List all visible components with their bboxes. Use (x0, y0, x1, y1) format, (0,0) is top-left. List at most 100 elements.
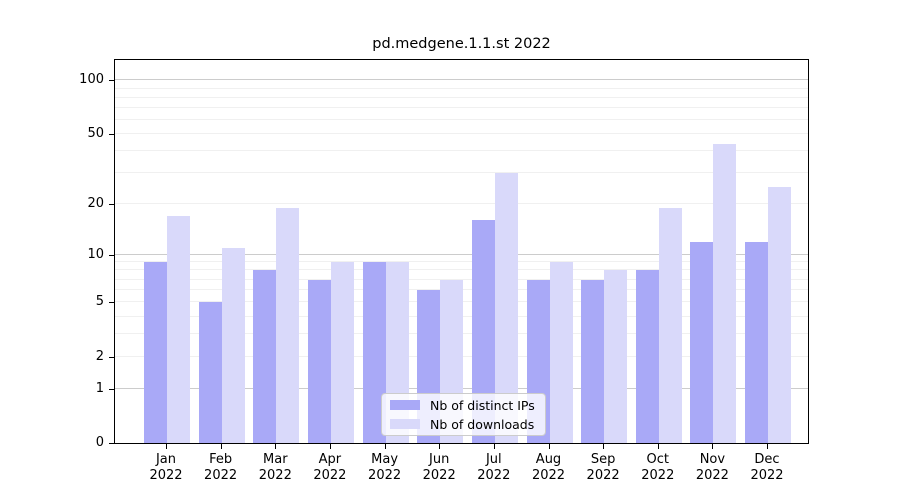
x-tick-label-dec: Dec 2022 (735, 452, 799, 484)
gridline-minor (115, 172, 808, 174)
y-tick-label-2: 2 (95, 348, 104, 364)
gridline-minor (115, 96, 808, 98)
x-tick-mark (603, 444, 605, 449)
legend-swatch-distinct-ips (390, 400, 420, 410)
bar-distinct-ips-sep (581, 279, 605, 443)
x-tick-label-mar: Mar 2022 (243, 452, 307, 484)
x-tick-label-jan: Jan 2022 (134, 452, 198, 484)
bar-downloads-dec (768, 187, 791, 443)
bar-downloads-jan (167, 215, 190, 443)
x-tick-mark (275, 444, 277, 449)
chart-title: pd.medgene.1.1.st 2022 (372, 36, 551, 52)
x-tick-mark (767, 444, 768, 449)
bar-downloads-sep (604, 270, 628, 443)
bar-downloads-aug (549, 262, 573, 443)
x-tick-month: Sep (590, 452, 616, 467)
x-tick-month: Feb (209, 452, 233, 467)
gridline-minor (115, 87, 808, 89)
bar-downloads-apr (330, 262, 354, 443)
x-tick-label-aug: Aug 2022 (517, 452, 581, 484)
bar-downloads-jul (494, 173, 518, 443)
x-tick-month: Apr (318, 452, 342, 467)
x-tick-mark (166, 444, 167, 449)
legend-swatch-downloads (390, 419, 420, 429)
y-tick-label-20: 20 (87, 195, 104, 211)
y-tick-mark (109, 80, 114, 82)
bar-distinct-ips-oct (635, 270, 659, 443)
bar-distinct-ips-feb (198, 302, 222, 443)
y-tick-label-0: 0 (95, 435, 104, 450)
gridline-minor (115, 278, 808, 280)
x-tick-month: Aug (535, 452, 562, 467)
y-tick-mark (109, 443, 114, 444)
gridline-minor (115, 107, 808, 109)
y-tick-mark (109, 254, 114, 256)
gridline-minor (115, 133, 808, 135)
x-tick-mark (493, 444, 495, 449)
legend: Nb of distinct IPs Nb of downloads (381, 393, 546, 436)
x-tick-label-nov: Nov 2022 (680, 452, 744, 484)
x-tick-year: 2022 (368, 468, 402, 483)
x-tick-mark (220, 444, 222, 449)
y-tick-label-5: 5 (95, 294, 104, 310)
x-tick-mark (657, 444, 659, 449)
x-tick-month: Mar (263, 452, 288, 467)
x-tick-mark (548, 444, 550, 449)
bar-downloads-oct (658, 207, 682, 443)
x-tick-month: May (371, 452, 399, 467)
y-tick-label-1: 1 (95, 380, 104, 396)
gridline-minor (115, 269, 808, 271)
y-tick-label-50: 50 (87, 126, 104, 142)
x-tick-year: 2022 (477, 468, 511, 483)
x-tick-month: Oct (646, 452, 670, 467)
x-tick-label-may: May 2022 (353, 452, 417, 484)
bar-downloads-mar (276, 207, 300, 443)
x-tick-year: 2022 (149, 468, 183, 483)
legend-label-downloads: Nb of downloads (430, 416, 535, 432)
bar-distinct-ips-dec (745, 241, 768, 443)
legend-row-distinct-ips: Nb of distinct IPs (388, 397, 539, 413)
gridline-minor (115, 202, 808, 204)
bar-distinct-ips-mar (253, 270, 277, 443)
x-tick-month: Jul (485, 452, 502, 467)
x-tick-label-apr: Apr 2022 (298, 452, 362, 484)
x-tick-year: 2022 (313, 468, 347, 483)
x-tick-month: Jan (155, 452, 177, 467)
x-tick-month: Jun (429, 452, 450, 467)
gridline-major (115, 253, 808, 255)
bar-distinct-ips-apr (307, 279, 331, 443)
x-tick-year: 2022 (750, 468, 784, 483)
bar-distinct-ips-jan (144, 262, 167, 443)
gridline-minor (115, 119, 808, 120)
x-tick-year: 2022 (422, 468, 456, 483)
y-tick-mark (109, 388, 114, 390)
legend-row-downloads: Nb of downloads (388, 416, 539, 432)
plot-area: Nb of distinct IPs Nb of downloads (114, 59, 809, 444)
x-tick-year: 2022 (695, 468, 729, 483)
y-tick-mark (109, 134, 114, 136)
x-tick-year: 2022 (258, 468, 292, 483)
x-tick-label-sep: Sep 2022 (571, 452, 635, 484)
x-tick-month: Nov (699, 452, 726, 467)
x-tick-mark (712, 444, 714, 449)
x-tick-label-oct: Oct 2022 (626, 452, 690, 484)
y-tick-mark (109, 203, 114, 205)
x-tick-year: 2022 (586, 468, 620, 483)
x-tick-mark (329, 444, 331, 449)
legend-label-distinct-ips: Nb of distinct IPs (430, 397, 535, 413)
x-tick-label-feb: Feb 2022 (189, 452, 253, 484)
gridline-major (115, 79, 808, 81)
y-tick-mark (109, 356, 114, 358)
bar-downloads-feb (221, 247, 245, 443)
x-tick-mark (439, 444, 441, 449)
bar-downloads-nov (713, 143, 737, 443)
x-tick-year: 2022 (641, 468, 675, 483)
y-tick-label-10: 10 (87, 246, 104, 262)
bar-distinct-ips-nov (690, 241, 714, 443)
bar-distinct-ips-may (362, 262, 386, 443)
x-tick-label-jul: Jul 2022 (462, 452, 526, 484)
x-tick-year: 2022 (204, 468, 238, 483)
x-tick-label-jun: Jun 2022 (407, 452, 471, 484)
gridline-minor (115, 261, 808, 263)
